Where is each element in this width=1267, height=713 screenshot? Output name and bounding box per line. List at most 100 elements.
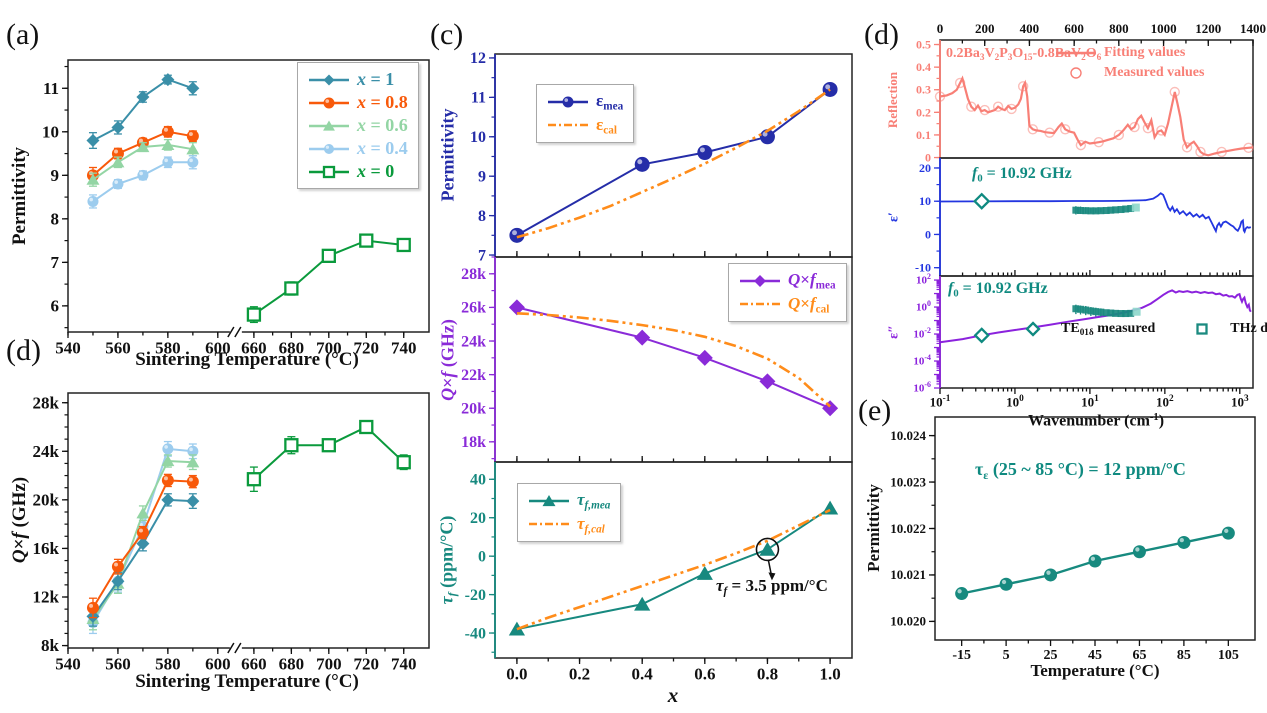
svg-text:740: 740 [391,655,417,674]
svg-text:8k: 8k [41,636,60,655]
svg-text:5: 5 [1003,648,1010,663]
svg-text:0.1: 0.1 [916,128,931,142]
legend-marker-icon [308,94,350,112]
panel-label-a: (a) [6,18,40,51]
legend-a-entry: x = 0.6 [308,115,408,136]
legend-marker-icon [308,163,350,181]
svg-text:1400: 1400 [1240,21,1266,36]
chart-c2: 18k 20k 22k 24k 26k 28k [461,256,853,463]
svg-text:12k: 12k [33,588,60,607]
series-eps_mea [509,81,838,243]
chart-dr1: 0 200 400 600 800 1000 1200 1400 0 0.1 0.2 0.3 0.4 0.… [916,21,1266,165]
svg-text:1000: 1000 [1151,21,1177,36]
svg-text:540: 540 [55,339,81,358]
legend-c1-entry: εmea [547,91,623,113]
plot-border [67,392,430,649]
legend-marker-icon [547,116,589,134]
svg-text:11: 11 [471,90,486,107]
legend-c1-entry: εcal [547,114,623,137]
svg-text:25: 25 [1044,648,1058,663]
svg-text:102: 102 [916,272,931,287]
legend-a: x = 1 x = 0.8 x = 0.6 x = 0.4 x = 0 [297,62,419,189]
panel-dl-ylabel: Q×f (GHz) [9,476,31,564]
series-x = 0 [246,233,411,324]
svg-text:10.020: 10.020 [890,614,926,629]
panel-label-c: (c) [430,18,464,51]
svg-text:580: 580 [155,339,181,358]
legend-dr1-label: Fitting values [1104,45,1186,60]
panel-a-ylabel: Permittivity [9,146,31,246]
svg-text:85: 85 [1177,648,1191,663]
svg-text:0.4: 0.4 [916,60,931,74]
panel-label-d-right: (d) [864,18,899,51]
panel-dr-xlabel: Wavenumber (cm-1) [1027,412,1165,430]
svg-text:9: 9 [51,166,60,185]
svg-text:720: 720 [354,339,380,358]
svg-text:10: 10 [42,122,59,141]
chart-e: -15 5 25 45 65 85 105 10.020 10.021 10.022 10.023 1… [890,416,1256,663]
svg-text:8: 8 [478,208,486,225]
svg-text:10-4: 10-4 [913,353,931,368]
svg-text:-20: -20 [465,587,486,604]
panel-c1-ylabel: Permittivity [437,108,458,202]
panel-dr2-ylabel: ε′ [886,212,902,222]
legend-marker-icon [308,117,350,135]
svg-text:-15: -15 [952,648,971,663]
panel-c-xlabel: x [667,683,679,707]
svg-text:45: 45 [1088,648,1102,663]
svg-text:200: 200 [975,21,995,36]
legend-a-label: x = 1 [357,69,395,89]
svg-text:400: 400 [1020,21,1040,36]
svg-text:16k: 16k [33,539,60,558]
annotation-circle [755,537,780,562]
chart-dl: 540 560 580 600 660 680 700 720 740 8k 12k 16k 20k 24… [33,392,430,674]
legend-a-label: x = 0.4 [357,138,408,158]
legend-a-label: x = 0 [357,161,395,181]
svg-text:0.2: 0.2 [569,665,590,684]
legend-dr3-entry: THz data [1181,320,1267,338]
svg-text:24k: 24k [461,333,486,350]
svg-text:7: 7 [478,247,486,264]
svg-text:720: 720 [354,655,380,674]
series-TE01d_point [973,192,991,210]
panel-e-ylabel: Permittivity [864,484,884,572]
legend-c1-label: εcal [596,114,617,137]
legend-marker-icon [528,492,570,510]
series-TE01d_point [973,327,990,344]
legend-c3-label: τf,mea [577,490,611,512]
svg-text:28k: 28k [461,266,486,283]
legend-dr1-label: Measured values [1104,65,1205,80]
svg-text:20k: 20k [33,490,60,509]
series-tauf_cal [516,508,831,631]
svg-text:0: 0 [925,151,931,165]
svg-text:6: 6 [51,296,60,315]
legend-c1-label: εmea [596,91,624,113]
legend-marker-icon [1055,44,1097,62]
svg-text:740: 740 [391,339,417,358]
chart-c3: 0.0 0.2 0.4 0.6 0.8 1.0 -40 -20 0 20 40 [465,461,853,684]
series-thz_last [1131,203,1140,212]
svg-text:18k: 18k [461,434,486,451]
svg-text:10: 10 [919,194,931,208]
legend-c2-entry: Q×fcal [739,294,836,315]
svg-text:65: 65 [1132,648,1146,663]
series-Qxf_cal [516,312,831,408]
panel-e-xlabel: Temperature (°C) [1030,661,1160,680]
legend-marker-icon [739,295,781,313]
legend-dr1-entry: Fitting values [1055,44,1204,62]
series-permittivity_vs_T [955,526,1235,601]
svg-text:100: 100 [916,299,931,314]
legend-a-label: x = 0.8 [357,92,408,112]
svg-text:26k: 26k [461,300,486,317]
legend-a-entry: x = 0 [308,161,408,182]
legend-dr1-entry: Measured values [1055,64,1204,82]
plot-border [934,416,1256,641]
svg-text:10-2: 10-2 [913,326,931,341]
svg-text:1.0: 1.0 [819,665,840,684]
plot-border [67,59,430,333]
series-x = 0.6 [86,138,200,187]
svg-text:680: 680 [279,655,305,674]
svg-text:1200: 1200 [1195,21,1221,36]
svg-text:600: 600 [205,655,231,674]
